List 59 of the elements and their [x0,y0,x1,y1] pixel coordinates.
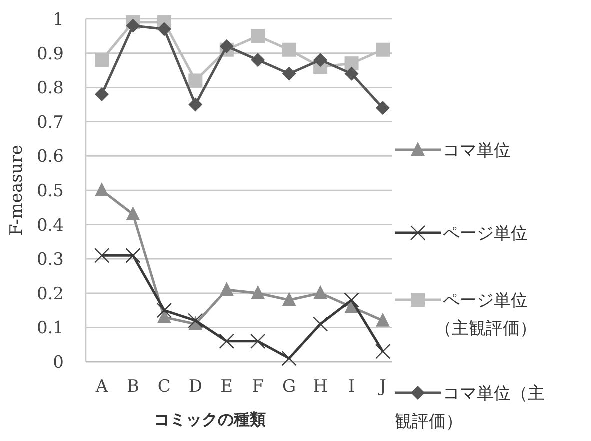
point [188,313,204,328]
point [156,302,172,318]
y-tick-label: 0.2 [36,284,64,304]
point [375,344,391,360]
point [251,285,266,300]
point [219,334,234,350]
x-tick-label: A [94,377,109,397]
legend-label: ページ単位（主観評価） [435,290,537,339]
point [220,39,234,54]
legend-label: ページ単位 [443,224,528,244]
point [95,87,109,102]
point [344,66,359,81]
point [95,182,109,196]
point [282,66,296,81]
x-tick-label: F [252,377,264,397]
point [314,285,328,300]
y-tick-label: 1 [53,10,64,30]
legend-label: コマ単位 [443,140,511,161]
y-tick-label: 0.6 [36,147,64,168]
y-axis-title: F-measure [7,145,27,236]
x-tick-label: H [313,377,328,397]
x-tick-label: G [282,377,296,397]
point [188,74,203,88]
point [157,22,172,36]
y-tick-label: 0.1 [36,318,64,339]
x-tick-label: J [378,377,387,397]
x-tick-label: I [348,377,356,397]
x-tick-label: E [220,377,234,397]
point [220,282,234,296]
point [376,312,390,327]
point [95,53,109,68]
legend-label: コマ単位（主観評価） [395,384,545,432]
y-tick-label: 0.5 [36,181,64,202]
point [126,248,141,264]
y-tick-label: 0.8 [36,78,64,99]
point [282,350,297,366]
point [126,206,140,221]
y-tick-label: 0 [53,352,64,373]
point [94,248,110,264]
point [251,53,266,68]
x-tick-label: B [126,377,140,397]
point [282,42,296,57]
point [376,101,390,116]
x-tick-label: D [188,377,202,397]
x-tick-label: C [158,377,171,397]
point [314,53,328,68]
y-tick-label: 0.4 [36,216,64,236]
point [282,292,296,306]
y-tick-label: 0.7 [36,112,64,133]
y-tick-label: 0.9 [36,44,64,64]
y-tick-label: 0.3 [36,250,64,270]
point [188,98,203,112]
point [344,56,359,71]
point [126,18,140,33]
point [376,42,390,57]
point [344,292,360,308]
point [251,29,266,44]
x-axis-title: コミックの種類 [154,410,266,429]
point [250,334,266,350]
